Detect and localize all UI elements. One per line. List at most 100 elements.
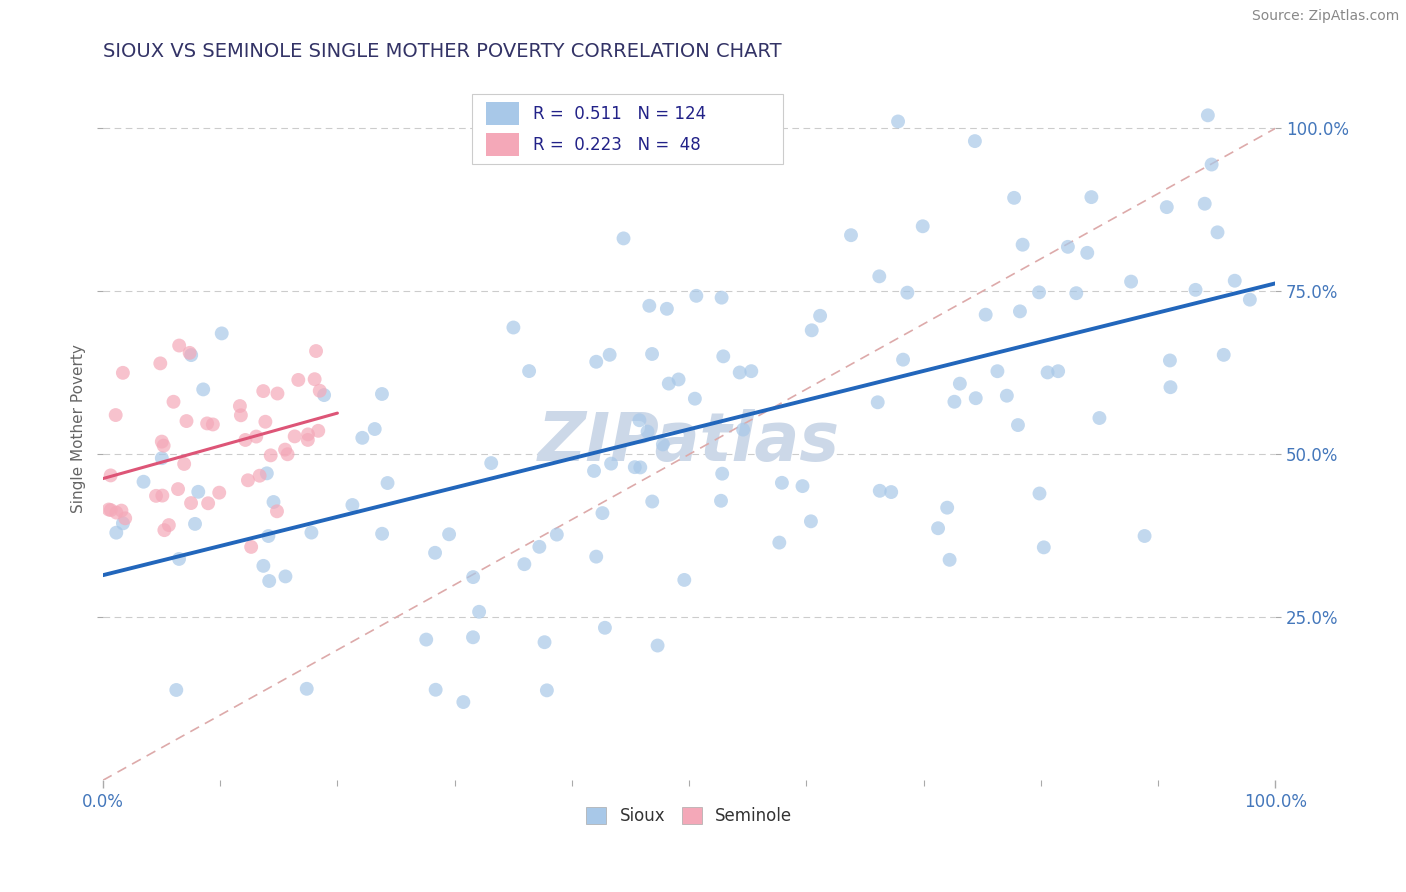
Point xyxy=(111,516,134,531)
Point xyxy=(152,439,174,453)
Point xyxy=(463,570,485,584)
Point xyxy=(638,299,661,313)
Point xyxy=(299,525,322,540)
Point xyxy=(839,228,862,243)
Point xyxy=(167,482,190,496)
Point xyxy=(1197,108,1219,122)
Point xyxy=(257,529,280,543)
Point xyxy=(1159,380,1181,394)
Point xyxy=(808,309,831,323)
Point xyxy=(623,460,645,475)
Point xyxy=(880,485,903,500)
Point xyxy=(165,683,187,698)
Point xyxy=(868,269,890,284)
Point xyxy=(1194,196,1216,211)
Point xyxy=(150,451,173,466)
Point xyxy=(314,388,336,402)
Point xyxy=(599,348,621,362)
Point xyxy=(1184,283,1206,297)
Point xyxy=(517,364,540,378)
Point xyxy=(513,557,536,571)
Point xyxy=(266,504,288,518)
Point xyxy=(100,503,122,517)
Point xyxy=(425,682,447,697)
Point xyxy=(1088,411,1111,425)
Point xyxy=(591,506,613,520)
Point xyxy=(260,448,283,462)
Point xyxy=(1156,200,1178,214)
Point xyxy=(995,389,1018,403)
Point xyxy=(305,344,328,359)
Text: SIOUX VS SEMINOLE SINGLE MOTHER POVERTY CORRELATION CHART: SIOUX VS SEMINOLE SINGLE MOTHER POVERTY … xyxy=(103,42,782,61)
Point xyxy=(546,527,568,541)
Point xyxy=(683,392,706,406)
Point xyxy=(628,460,651,475)
Point xyxy=(728,366,751,380)
Point xyxy=(208,485,231,500)
Point xyxy=(180,348,202,362)
Point xyxy=(1011,237,1033,252)
Point xyxy=(1028,486,1050,500)
Point xyxy=(184,516,207,531)
Point xyxy=(949,376,972,391)
Point xyxy=(1239,293,1261,307)
Point xyxy=(150,434,173,449)
Point xyxy=(423,546,446,560)
Point xyxy=(352,431,374,445)
Text: Source: ZipAtlas.com: Source: ZipAtlas.com xyxy=(1251,9,1399,23)
Point xyxy=(792,479,814,493)
Point xyxy=(1057,240,1080,254)
Point xyxy=(740,364,762,378)
Point xyxy=(593,621,616,635)
Point xyxy=(800,514,823,528)
Point xyxy=(307,424,329,438)
Point xyxy=(641,494,664,508)
Point xyxy=(770,475,793,490)
Point xyxy=(193,383,215,397)
Point xyxy=(295,681,318,696)
Point xyxy=(1212,348,1234,362)
Point xyxy=(963,134,986,148)
Point xyxy=(415,632,437,647)
Point xyxy=(927,521,949,535)
Point xyxy=(710,493,733,508)
Point xyxy=(180,496,202,510)
Bar xyxy=(486,103,519,125)
Bar xyxy=(472,94,783,164)
Point xyxy=(377,475,399,490)
Point xyxy=(1159,353,1181,368)
Point xyxy=(284,429,307,443)
Point xyxy=(176,414,198,428)
Point xyxy=(710,291,733,305)
Point xyxy=(943,394,966,409)
Point xyxy=(167,338,190,352)
Point xyxy=(245,429,267,443)
Point xyxy=(651,437,673,451)
Point xyxy=(229,399,252,413)
Point xyxy=(257,574,280,588)
Point xyxy=(637,425,659,439)
Point xyxy=(502,320,524,334)
Point xyxy=(114,511,136,525)
Point xyxy=(1028,285,1050,300)
Point xyxy=(437,527,460,541)
Point xyxy=(891,352,914,367)
Point xyxy=(536,683,558,698)
Point xyxy=(104,408,127,422)
Point xyxy=(582,464,605,478)
Point xyxy=(236,473,259,487)
Point xyxy=(1008,304,1031,318)
Point xyxy=(628,413,651,427)
Point xyxy=(733,423,755,437)
Point xyxy=(162,394,184,409)
Point xyxy=(252,384,274,398)
Point xyxy=(308,384,330,398)
Point xyxy=(647,639,669,653)
Point xyxy=(263,495,285,509)
Legend: Sioux, Seminole: Sioux, Seminole xyxy=(586,806,792,825)
Point xyxy=(240,540,263,554)
Point xyxy=(187,484,209,499)
Point xyxy=(287,373,309,387)
Point xyxy=(585,549,607,564)
Point xyxy=(195,417,218,431)
